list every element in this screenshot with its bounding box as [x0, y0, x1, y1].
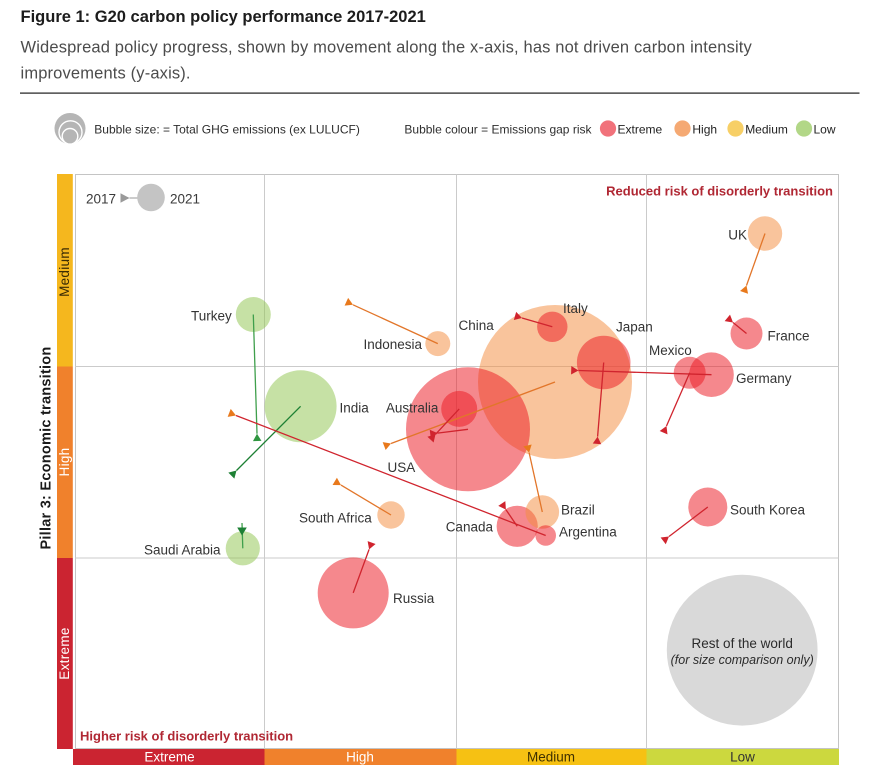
- svg-text:South Korea: South Korea: [730, 503, 806, 518]
- svg-text:Australia: Australia: [386, 401, 439, 416]
- svg-text:Brazil: Brazil: [561, 503, 595, 518]
- svg-text:improvements (y-axis).: improvements (y-axis).: [21, 65, 191, 83]
- svg-text:Russia: Russia: [393, 591, 435, 606]
- svg-text:Extreme: Extreme: [144, 750, 194, 765]
- svg-text:Germany: Germany: [736, 371, 792, 386]
- svg-text:France: France: [768, 329, 810, 344]
- svg-text:Canada: Canada: [446, 520, 494, 535]
- svg-text:Low: Low: [814, 123, 836, 137]
- svg-text:Widespread policy progress, sh: Widespread policy progress, shown by mov…: [21, 39, 753, 57]
- svg-text:Medium: Medium: [527, 750, 575, 765]
- svg-text:High: High: [346, 750, 374, 765]
- svg-text:Higher risk of disorderly tran: Higher risk of disorderly transition: [80, 729, 293, 744]
- svg-text:UK: UK: [728, 228, 747, 243]
- svg-text:Japan: Japan: [616, 320, 653, 335]
- svg-text:Reduced risk of disorderly tra: Reduced risk of disorderly transition: [606, 184, 833, 199]
- svg-text:USA: USA: [388, 460, 416, 475]
- svg-text:Medium: Medium: [745, 123, 788, 137]
- svg-text:Turkey: Turkey: [191, 309, 232, 324]
- svg-text:India: India: [340, 401, 370, 416]
- svg-text:China: China: [459, 318, 495, 333]
- svg-text:2021: 2021: [170, 192, 200, 207]
- svg-text:Figure 1: G20 carbon policy pe: Figure 1: G20 carbon policy performance …: [21, 8, 426, 26]
- svg-text:Pillar 3: Economic transition: Pillar 3: Economic transition: [39, 346, 55, 549]
- svg-text:Mexico: Mexico: [649, 343, 692, 358]
- svg-text:Extreme: Extreme: [57, 627, 72, 679]
- svg-text:Indonesia: Indonesia: [364, 337, 423, 352]
- svg-text:South Africa: South Africa: [299, 511, 372, 526]
- svg-text:Italy: Italy: [563, 301, 588, 316]
- svg-text:Low: Low: [730, 750, 755, 765]
- svg-text:Extreme: Extreme: [618, 123, 663, 137]
- svg-text:Medium: Medium: [57, 247, 72, 297]
- svg-text:(for size comparison only): (for size comparison only): [671, 653, 814, 667]
- svg-text:Bubble size: = Total GHG emiss: Bubble size: = Total GHG emissions (ex L…: [94, 123, 360, 137]
- svg-text:Bubble colour = Emissions gap: Bubble colour = Emissions gap risk: [404, 123, 592, 137]
- svg-text:High: High: [692, 123, 717, 137]
- svg-text:Rest of the world: Rest of the world: [692, 636, 793, 651]
- svg-text:Argentina: Argentina: [559, 525, 617, 540]
- svg-text:2017: 2017: [86, 192, 116, 207]
- svg-text:High: High: [57, 448, 72, 477]
- svg-text:Saudi Arabia: Saudi Arabia: [144, 543, 221, 558]
